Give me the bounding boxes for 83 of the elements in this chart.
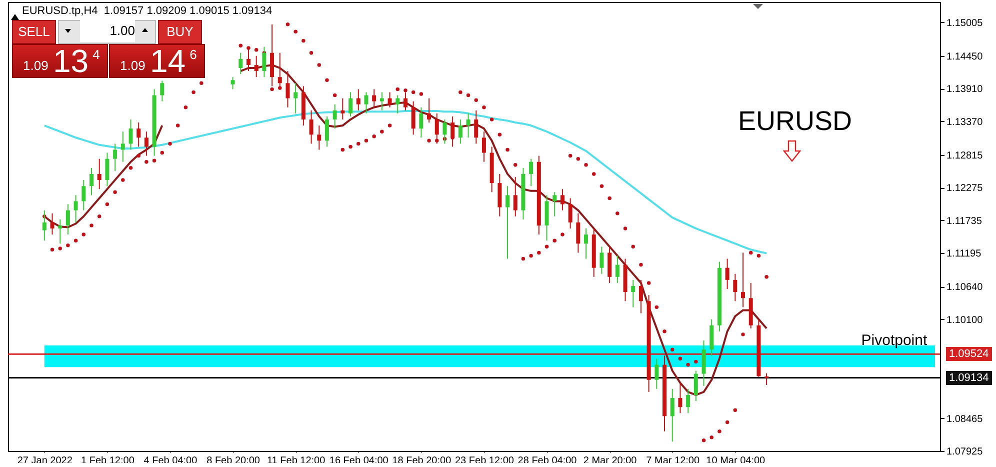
candlestick [82, 180, 86, 211]
candlestick [128, 118, 133, 150]
candlestick [74, 194, 78, 223]
candlestick [678, 382, 682, 414]
candlestick [764, 372, 769, 386]
candlestick [309, 110, 314, 144]
annotation: Pivotpoint [861, 332, 928, 350]
candlestick [576, 212, 580, 254]
chart-title: EURUSD.tp,H4 1.09157 1.09209 1.09015 1.09134 [22, 5, 272, 17]
candlestick [631, 279, 636, 308]
y-tick-label: 1.08465 [946, 414, 984, 425]
y-tick-label: 1.10640 [946, 282, 984, 294]
candlestick [396, 94, 400, 114]
candlestick [317, 125, 322, 150]
candlestick [506, 186, 510, 260]
candlestick [105, 152, 110, 187]
candlestick [654, 358, 659, 390]
y-tick-label: 1.11195 [946, 248, 982, 260]
candlestick [733, 273, 738, 302]
y-tick-label: 1.10100 [946, 314, 984, 326]
candlestick [254, 55, 258, 78]
candlestick [741, 252, 745, 308]
annotation: 1.09 [23, 58, 48, 73]
y-tick-label: 1.12815 [946, 150, 984, 162]
candlestick [97, 158, 102, 190]
candlestick [230, 76, 235, 90]
annotation: 14$^{6}$ [150, 43, 197, 80]
candlestick [686, 388, 690, 414]
candlestick [529, 158, 534, 187]
candlestick [89, 167, 94, 196]
candlestick [694, 370, 698, 402]
candlestick [66, 204, 70, 236]
y-tick-label: 1.07925 [946, 446, 984, 458]
candlestick [113, 143, 118, 172]
y-tick-label: 1.11735 [946, 216, 982, 227]
y-tick-label: 1.15005 [946, 18, 984, 29]
candlestick [348, 92, 353, 117]
candlestick [419, 106, 424, 138]
annotation: 13$^{4}$ [53, 43, 100, 80]
candlestick [458, 118, 462, 144]
candlestick [294, 82, 298, 114]
candlestick [120, 131, 125, 162]
candlestick [584, 228, 588, 260]
annotation: BUY [158, 20, 202, 44]
candlestick [144, 131, 148, 156]
y-tick-label: 1.12275 [946, 183, 984, 194]
candlestick [725, 258, 730, 290]
candlestick [286, 70, 290, 108]
annotation: 1.00 [80, 20, 135, 42]
annotation: 1.09 [120, 58, 146, 73]
candlestick [136, 122, 141, 148]
candlestick [638, 279, 643, 314]
candlestick [388, 92, 392, 108]
candlestick [513, 176, 518, 217]
candlestick [600, 246, 604, 274]
candlestick [615, 255, 620, 284]
candlestick [58, 218, 62, 244]
ref-line-label: 1.09524 [946, 347, 992, 362]
candlestick [238, 52, 243, 75]
y-tick-label: 1.13910 [946, 84, 984, 96]
candlestick [364, 92, 368, 114]
annotation: EURUSD [738, 106, 852, 137]
ref-line-label: 1.09134 [946, 370, 992, 385]
candlestick [356, 88, 360, 111]
candlestick [160, 80, 164, 102]
candlestick [372, 88, 376, 108]
candlestick [332, 104, 337, 130]
y-tick-label: 1.14450 [946, 51, 984, 62]
candlestick [427, 98, 432, 123]
candlestick [466, 112, 470, 138]
candlestick [411, 100, 416, 136]
candlestick [670, 388, 674, 442]
candlestick [482, 131, 486, 162]
y-tick-label: 1.13370 [946, 116, 984, 128]
candlestick [474, 110, 478, 144]
candlestick [324, 116, 329, 148]
candlestick [552, 192, 557, 217]
candlestick [380, 92, 384, 111]
candlestick [560, 188, 564, 211]
candlestick [340, 98, 345, 120]
annotation: SELL [12, 20, 56, 44]
candlestick [50, 212, 54, 236]
candlestick [568, 198, 572, 229]
